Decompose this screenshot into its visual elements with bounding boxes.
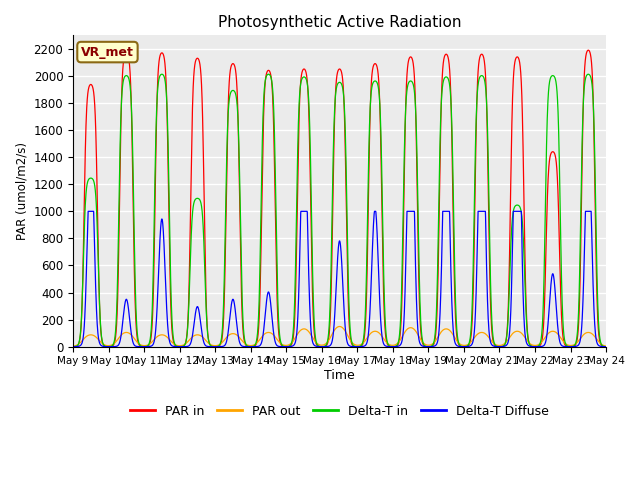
PAR out xyxy=(130,335,138,341)
PAR in xyxy=(602,344,610,349)
Delta-T in xyxy=(592,207,600,213)
Delta-T in xyxy=(297,82,305,88)
PAR out xyxy=(69,343,77,349)
PAR out xyxy=(534,342,542,348)
PAR out xyxy=(273,337,281,343)
Delta-T Diffuse xyxy=(130,342,138,348)
Delta-T in xyxy=(534,343,542,349)
Y-axis label: PAR (umol/m2/s): PAR (umol/m2/s) xyxy=(15,142,28,240)
PAR in xyxy=(534,344,542,349)
Text: VR_met: VR_met xyxy=(81,46,134,59)
X-axis label: Time: Time xyxy=(324,369,355,382)
Line: Delta-T Diffuse: Delta-T Diffuse xyxy=(73,211,606,347)
PAR in xyxy=(130,240,138,246)
Title: Photosynthetic Active Radiation: Photosynthetic Active Radiation xyxy=(218,15,461,30)
PAR out xyxy=(602,343,610,349)
Delta-T in xyxy=(273,283,281,289)
Line: Delta-T in: Delta-T in xyxy=(73,74,606,347)
PAR out xyxy=(335,324,343,329)
Delta-T Diffuse xyxy=(211,344,219,349)
Delta-T in xyxy=(584,72,592,77)
PAR in xyxy=(584,48,592,53)
Delta-T Diffuse xyxy=(534,344,542,349)
PAR in xyxy=(162,67,170,73)
Delta-T Diffuse xyxy=(297,208,305,214)
PAR out xyxy=(162,333,170,339)
Delta-T in xyxy=(69,344,77,349)
Delta-T Diffuse xyxy=(69,344,77,349)
Delta-T in xyxy=(602,344,610,349)
PAR out xyxy=(592,335,600,341)
PAR out xyxy=(297,327,305,333)
Delta-T Diffuse xyxy=(274,343,282,349)
Line: PAR in: PAR in xyxy=(73,50,606,347)
Delta-T in xyxy=(130,209,138,215)
PAR in xyxy=(592,238,600,244)
Delta-T Diffuse xyxy=(162,281,170,287)
Delta-T Diffuse xyxy=(592,335,600,341)
Delta-T in xyxy=(162,80,170,86)
Legend: PAR in, PAR out, Delta-T in, Delta-T Diffuse: PAR in, PAR out, Delta-T in, Delta-T Dif… xyxy=(125,400,554,423)
PAR in xyxy=(297,81,305,87)
PAR in xyxy=(69,344,77,349)
Line: PAR out: PAR out xyxy=(73,326,606,346)
Delta-T Diffuse xyxy=(602,344,610,349)
PAR in xyxy=(273,306,281,312)
Delta-T Diffuse xyxy=(84,208,92,214)
